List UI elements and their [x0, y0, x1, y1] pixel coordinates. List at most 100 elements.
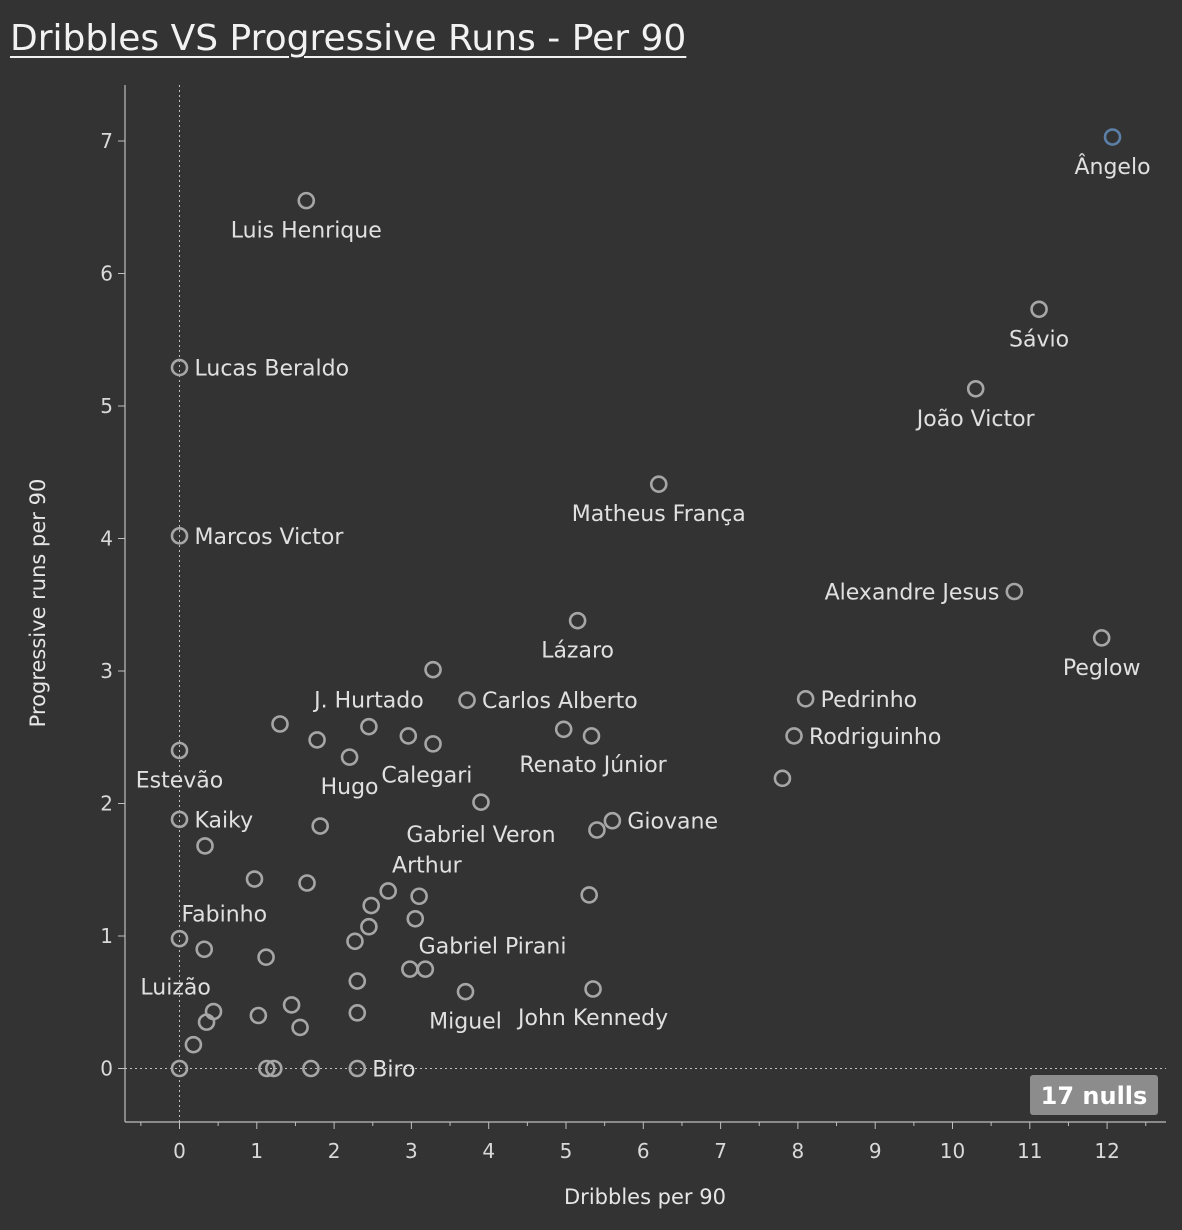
data-point[interactable]: [1030, 300, 1048, 319]
data-point[interactable]: [554, 720, 573, 739]
point-label: Rodriguinho: [809, 725, 941, 750]
data-point[interactable]: [458, 691, 476, 709]
nulls-badge-background: [1030, 1075, 1158, 1115]
data-point[interactable]: [257, 948, 275, 967]
data-point[interactable]: [588, 821, 606, 839]
data-point[interactable]: [291, 1018, 309, 1037]
x-tick-label: 3: [405, 1139, 418, 1163]
point-label: Kaiky: [195, 808, 254, 833]
data-point[interactable]: [1092, 629, 1111, 647]
data-point[interactable]: [271, 715, 289, 733]
x-tick-label: 10: [940, 1139, 965, 1163]
data-point[interactable]: [348, 972, 367, 990]
point-label: João Victor: [915, 407, 1036, 432]
data-point[interactable]: [297, 191, 316, 210]
x-tick-label: 8: [792, 1139, 805, 1163]
data-point[interactable]: [346, 932, 364, 951]
data-point[interactable]: [580, 886, 598, 904]
x-tick-label: 5: [560, 1139, 573, 1163]
annotation-label: John Kennedy: [516, 1006, 668, 1031]
x-tick-label: 12: [1094, 1139, 1119, 1163]
data-point[interactable]: [649, 475, 668, 493]
point-label: Carlos Alberto: [482, 689, 638, 714]
data-point[interactable]: [184, 1035, 203, 1054]
y-tick-label: 2: [100, 792, 113, 816]
data-point[interactable]: [603, 811, 622, 830]
data-point[interactable]: [966, 379, 985, 398]
data-point[interactable]: [399, 727, 418, 745]
data-point[interactable]: [401, 960, 419, 978]
x-tick-label: 7: [714, 1139, 727, 1163]
point-label: Biro: [372, 1058, 415, 1083]
data-point[interactable]: [416, 960, 435, 978]
data-point[interactable]: [773, 769, 792, 788]
point-label: Estevão: [136, 769, 223, 794]
data-point[interactable]: [170, 1059, 189, 1078]
y-tick-label: 3: [100, 659, 113, 683]
data-point[interactable]: [424, 660, 442, 679]
data-point[interactable]: [406, 909, 425, 928]
data-point[interactable]: [340, 748, 359, 766]
point-label: Peglow: [1063, 656, 1141, 681]
data-point[interactable]: [348, 1059, 367, 1078]
data-point[interactable]: [582, 727, 601, 745]
data-point[interactable]: [362, 896, 381, 915]
data-point[interactable]: [568, 611, 587, 630]
y-tick-label: 5: [100, 394, 113, 418]
data-point[interactable]: [379, 882, 398, 900]
data-point[interactable]: [302, 1059, 320, 1078]
data-point[interactable]: [424, 735, 442, 753]
data-point[interactable]: [170, 358, 189, 377]
data-point[interactable]: [360, 917, 378, 936]
y-tick-label: 0: [100, 1057, 113, 1081]
y-tick-label: 6: [100, 262, 113, 286]
point-label: Matheus França: [572, 502, 746, 527]
data-point[interactable]: [348, 1004, 367, 1022]
point-label: Giovane: [627, 810, 718, 835]
point-label: Lucas Beraldo: [195, 357, 350, 382]
annotation-label: Luizão: [140, 975, 210, 1000]
nulls-badge-text: 17 nulls: [1041, 1082, 1148, 1110]
data-point[interactable]: [282, 996, 301, 1014]
data-point[interactable]: [298, 874, 316, 892]
y-tick-label: 1: [100, 924, 113, 948]
data-point[interactable]: [308, 731, 326, 749]
data-point[interactable]: [1103, 128, 1122, 146]
data-point[interactable]: [265, 1059, 283, 1078]
data-point[interactable]: [360, 717, 378, 736]
data-point[interactable]: [196, 837, 214, 855]
point-label: J. Hurtado: [312, 689, 424, 714]
data-point[interactable]: [410, 887, 428, 906]
data-point[interactable]: [456, 982, 475, 1001]
data-point[interactable]: [472, 793, 490, 811]
data-point[interactable]: [1005, 582, 1024, 601]
data-point[interactable]: [258, 1059, 276, 1078]
point-label: Sávio: [1009, 327, 1069, 352]
annotation-label: Gabriel Veron: [406, 823, 555, 848]
data-point[interactable]: [311, 817, 329, 835]
data-point[interactable]: [584, 980, 602, 998]
point-label: Miguel: [429, 1010, 502, 1035]
data-point[interactable]: [170, 929, 189, 948]
data-point[interactable]: [170, 810, 189, 829]
data-point[interactable]: [785, 727, 803, 745]
annotation-label: Gabriel Pirani: [419, 934, 567, 959]
nulls-badge[interactable]: 17 nulls: [1030, 1075, 1158, 1115]
reference-lines: [125, 85, 1166, 1122]
point-label: Hugo: [321, 775, 379, 800]
point-label: Ângelo: [1074, 154, 1150, 180]
data-point[interactable]: [195, 940, 214, 959]
point-label: Marcos Victor: [195, 525, 345, 550]
y-tick-label: 7: [100, 129, 113, 153]
point-labels: Ângelo Luis Henrique Sávio Lucas Beraldo Joã…: [136, 154, 1151, 1082]
data-point[interactable]: [170, 741, 189, 760]
x-tick-label: 6: [637, 1139, 650, 1163]
point-label: Alexandre Jesus: [825, 581, 1000, 606]
data-point[interactable]: [197, 1013, 216, 1031]
data-point[interactable]: [249, 1006, 268, 1025]
annotation-label: Arthur: [392, 853, 463, 878]
annotation-label: Calegari: [381, 763, 472, 788]
data-point[interactable]: [796, 690, 815, 708]
data-point[interactable]: [245, 870, 264, 888]
data-point[interactable]: [170, 527, 189, 545]
